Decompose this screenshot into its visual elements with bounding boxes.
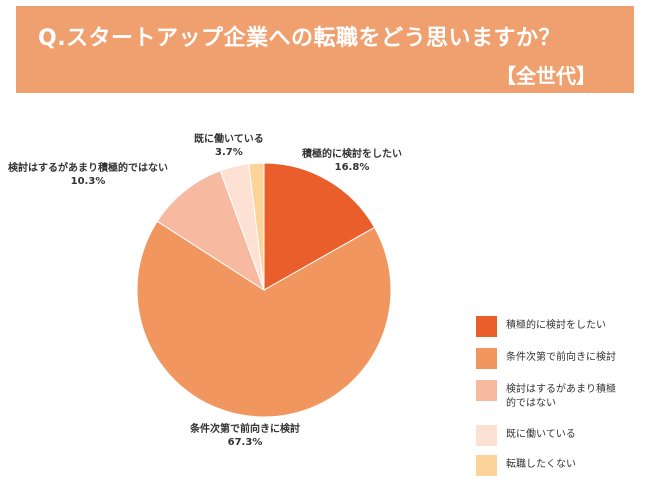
chart-legend: 積極的に検討をしたい 条件次第で前向きに検討 検討はするがあまり積極 的ではない… bbox=[476, 316, 636, 485]
legend-label-5: 転職したくない bbox=[506, 459, 576, 470]
slice-3-value: 10.3% bbox=[70, 176, 106, 187]
legend-swatch-1 bbox=[476, 316, 497, 337]
slice-callout-2: 条件次第で前向きに検討 67.3% bbox=[190, 423, 300, 449]
legend-swatch-2 bbox=[476, 348, 497, 369]
legend-item-5: 転職したくない bbox=[476, 455, 636, 485]
slice-3-label: 検討はするがあまり積極的ではない bbox=[8, 163, 168, 174]
slice-callout-1: 積極的に検討をしたい 16.8% bbox=[302, 148, 402, 174]
legend-item-4: 既に働いている bbox=[476, 425, 636, 455]
legend-item-3: 検討はするがあまり積極 的ではない bbox=[476, 380, 636, 425]
chart-subtitle: 【全世代】 bbox=[496, 64, 596, 88]
pie-slice-2 bbox=[136, 220, 392, 418]
legend-label-1: 積極的に検討をしたい bbox=[506, 320, 606, 331]
legend-swatch-4 bbox=[476, 425, 497, 446]
slice-1-label: 積極的に検討をしたい bbox=[302, 149, 402, 160]
legend-item-2: 条件次第で前向きに検討 bbox=[476, 348, 636, 380]
slice-callout-3: 検討はするがあまり積極的ではない 10.3% bbox=[8, 162, 168, 188]
slice-4-value: 3.7% bbox=[214, 147, 243, 158]
pie-slice-5 bbox=[248, 162, 265, 291]
pie-slice-3 bbox=[156, 170, 265, 292]
title-banner: Q.スタートアップ企業への転職をどう思いますか？ 【全世代】 bbox=[16, 6, 634, 93]
legend-swatch-5 bbox=[476, 455, 497, 476]
legend-label-4: 既に働いている bbox=[506, 429, 576, 440]
legend-swatch-3 bbox=[476, 380, 497, 401]
chart-title: Q.スタートアップ企業への転職をどう思いますか？ bbox=[38, 26, 562, 51]
pie-slice-1 bbox=[263, 162, 376, 291]
slice-4-label: 既に働いている bbox=[194, 134, 264, 145]
slice-1-value: 16.8% bbox=[334, 162, 370, 173]
slice-2-value: 67.3% bbox=[227, 437, 263, 448]
slice-callout-4: 既に働いている 3.7% bbox=[194, 133, 264, 159]
legend-item-1: 積極的に検討をしたい bbox=[476, 316, 636, 348]
legend-label-3: 検討はするがあまり積極 的ではない bbox=[506, 384, 616, 409]
slice-2-label: 条件次第で前向きに検討 bbox=[190, 424, 300, 435]
legend-label-2: 条件次第で前向きに検討 bbox=[506, 352, 616, 363]
